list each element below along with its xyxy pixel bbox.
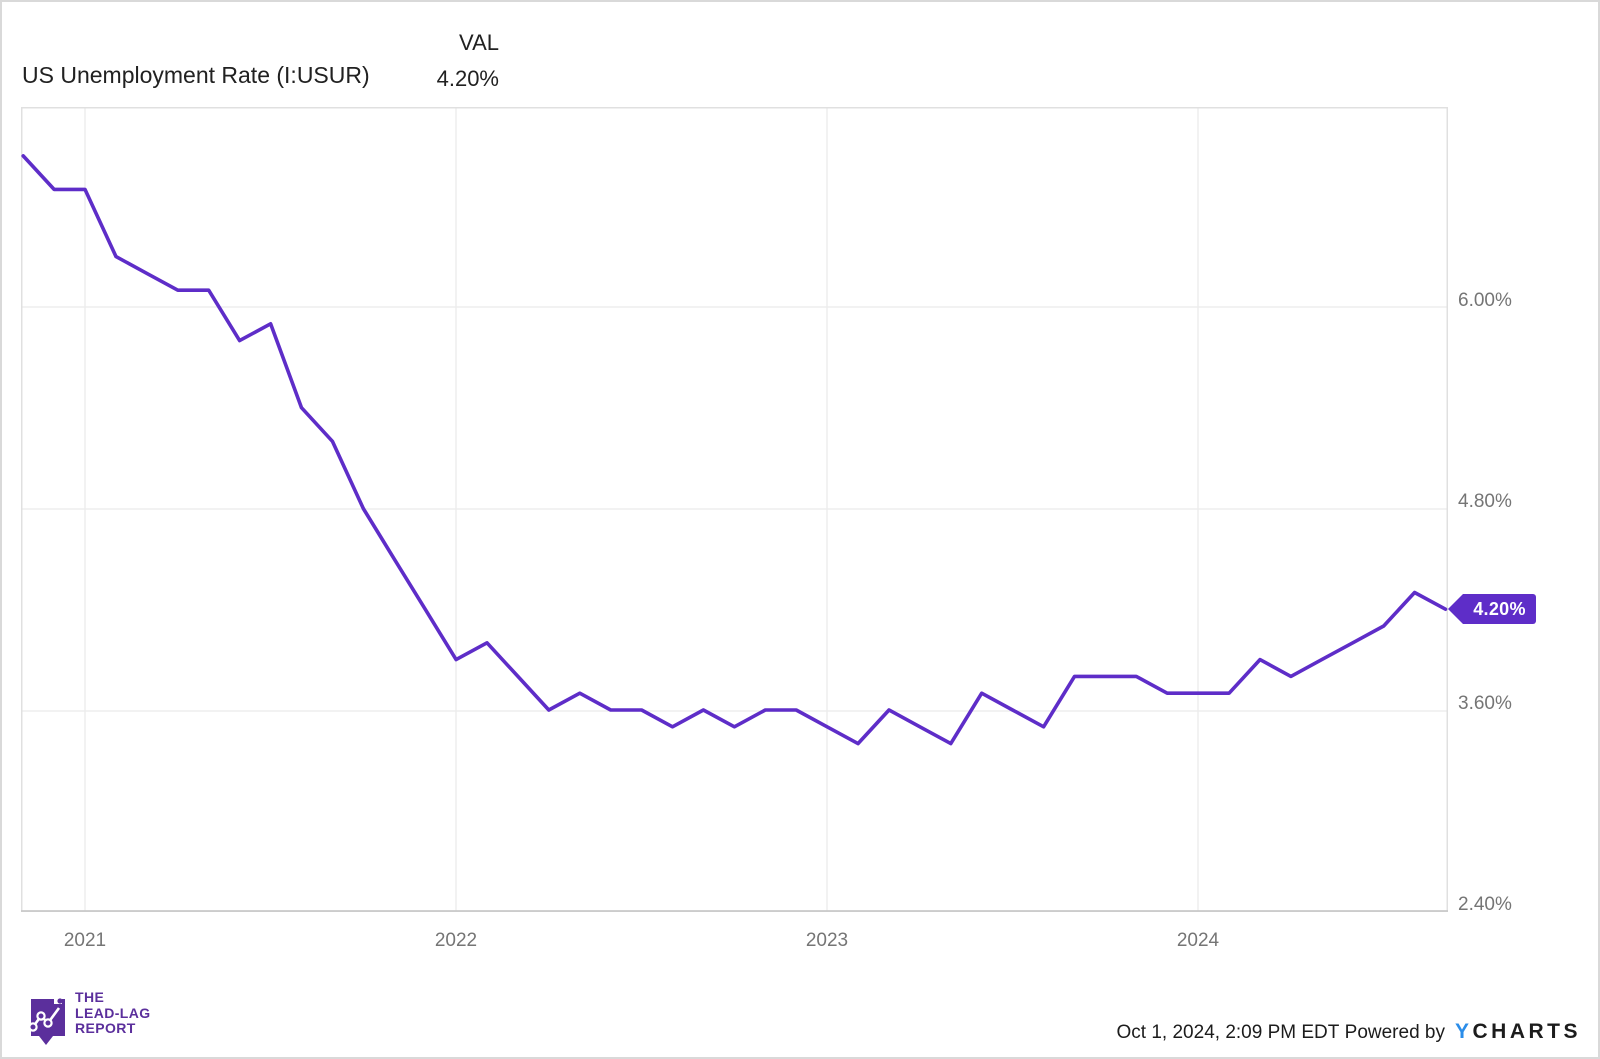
lead-lag-logo-text: THE LEAD-LAG REPORT <box>75 989 151 1050</box>
lead-lag-report-logo: THE LEAD-LAG REPORT <box>28 986 151 1050</box>
brand-line: THE <box>75 989 105 1005</box>
x-tick-label: 2021 <box>63 930 107 951</box>
chart-title: US Unemployment Rate (I:USUR) <box>22 62 370 88</box>
y-tick-label: 2.40% <box>1458 894 1512 915</box>
ycharts-logo: YCHARTS <box>1455 1020 1581 1044</box>
callout-value: 4.20% <box>1463 594 1536 624</box>
x-tick-label: 2023 <box>805 930 849 951</box>
ycharts-wordmark: CHARTS <box>1472 1020 1581 1043</box>
legend-value-block: VAL 4.20% <box>402 30 499 92</box>
attribution: Oct 1, 2024, 2:09 PM EDT Powered by YCHA… <box>1117 1020 1581 1044</box>
y-tick-label: 3.60% <box>1458 693 1512 714</box>
y-tick-label: 4.80% <box>1458 491 1512 512</box>
last-value-callout: 4.20% <box>1448 594 1536 624</box>
x-tick-label: 2024 <box>1176 930 1220 951</box>
powered-by: Powered by <box>1344 1022 1445 1043</box>
series-line <box>21 154 1448 746</box>
callout-arrow-icon <box>1448 594 1463 624</box>
val-current-value: 4.20% <box>436 66 499 91</box>
ycharts-y-mark: Y <box>1454 1020 1473 1043</box>
val-column-header: VAL <box>459 30 499 55</box>
timestamp: Oct 1, 2024, 2:09 PM EDT <box>1116 1022 1340 1043</box>
y-tick-label: 6.00% <box>1458 290 1512 311</box>
unemployment-line-chart <box>21 107 1448 912</box>
x-tick-label: 2022 <box>434 930 478 951</box>
lead-lag-logo-icon <box>28 998 65 1045</box>
brand-line: REPORT <box>75 1020 136 1036</box>
brand-line: LEAD-LAG <box>75 1004 151 1021</box>
